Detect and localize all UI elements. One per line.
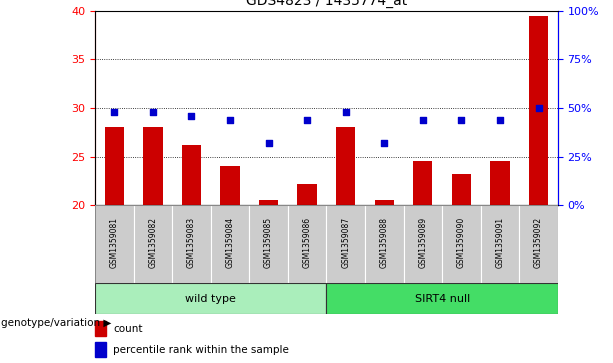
Text: GSM1359088: GSM1359088 — [380, 217, 389, 268]
Text: GSM1359084: GSM1359084 — [226, 217, 235, 268]
Bar — [182, 145, 201, 205]
Point — [457, 117, 466, 123]
Text: GSM1359091: GSM1359091 — [495, 217, 504, 268]
Bar — [95, 321, 106, 336]
Bar — [211, 205, 249, 283]
Bar — [297, 184, 317, 205]
Bar — [452, 174, 471, 205]
Text: GSM1359089: GSM1359089 — [418, 217, 427, 268]
Bar — [365, 205, 403, 283]
Bar — [95, 205, 134, 283]
Bar — [172, 205, 211, 283]
Bar — [105, 127, 124, 205]
Point — [148, 109, 158, 115]
Point — [495, 117, 505, 123]
Bar — [481, 205, 519, 283]
Text: GSM1359092: GSM1359092 — [534, 217, 543, 268]
Bar — [134, 205, 172, 283]
Bar — [288, 205, 327, 283]
Text: GSM1359081: GSM1359081 — [110, 217, 119, 268]
Point — [109, 109, 119, 115]
Bar — [519, 205, 558, 283]
Bar — [413, 162, 433, 205]
Text: wild type: wild type — [185, 294, 236, 303]
Bar — [490, 162, 509, 205]
Bar — [403, 205, 442, 283]
Point — [225, 117, 235, 123]
Bar — [220, 166, 240, 205]
Text: GSM1359085: GSM1359085 — [264, 217, 273, 268]
Bar — [442, 205, 481, 283]
Point — [186, 113, 196, 119]
Point — [379, 140, 389, 146]
Point — [341, 109, 351, 115]
Point — [418, 117, 428, 123]
Bar — [529, 16, 548, 205]
Bar — [259, 200, 278, 205]
Point — [264, 140, 273, 146]
Text: GSM1359083: GSM1359083 — [187, 217, 196, 268]
Bar — [95, 342, 106, 357]
Bar — [249, 205, 288, 283]
Bar — [327, 205, 365, 283]
Text: GSM1359090: GSM1359090 — [457, 217, 466, 268]
Title: GDS4823 / 1435774_at: GDS4823 / 1435774_at — [246, 0, 407, 8]
Bar — [327, 283, 558, 314]
Point — [534, 105, 544, 111]
Bar — [143, 127, 162, 205]
Text: percentile rank within the sample: percentile rank within the sample — [113, 345, 289, 355]
Text: GSM1359082: GSM1359082 — [148, 217, 158, 268]
Bar — [336, 127, 356, 205]
Text: genotype/variation ▶: genotype/variation ▶ — [1, 318, 112, 328]
Bar — [95, 283, 327, 314]
Text: GSM1359086: GSM1359086 — [303, 217, 311, 268]
Text: GSM1359087: GSM1359087 — [341, 217, 350, 268]
Point — [302, 117, 312, 123]
Bar — [375, 200, 394, 205]
Text: count: count — [113, 324, 143, 334]
Text: SIRT4 null: SIRT4 null — [414, 294, 470, 303]
